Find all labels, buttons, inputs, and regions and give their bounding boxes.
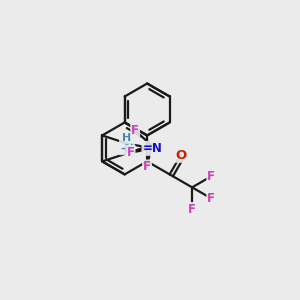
Text: F: F: [207, 192, 215, 205]
Text: F: F: [143, 160, 151, 173]
Text: O: O: [175, 149, 186, 162]
Text: =N: =N: [142, 142, 162, 155]
Text: F: F: [127, 146, 135, 159]
Text: H
-N: H -N: [120, 133, 134, 154]
Text: F: F: [188, 203, 196, 216]
Text: F: F: [131, 124, 139, 137]
Text: F: F: [207, 170, 215, 183]
